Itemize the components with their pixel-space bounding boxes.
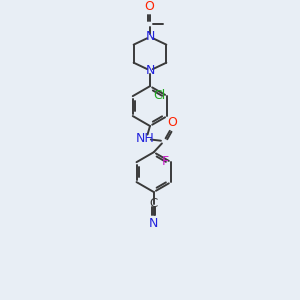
Text: N: N [145,30,155,44]
Text: NH: NH [136,133,154,146]
Text: N: N [145,64,155,77]
Text: Cl: Cl [153,88,165,102]
Text: F: F [162,154,169,168]
Text: O: O [144,0,154,13]
Text: N: N [149,218,158,230]
Text: O: O [167,116,177,129]
Text: C: C [150,197,158,210]
